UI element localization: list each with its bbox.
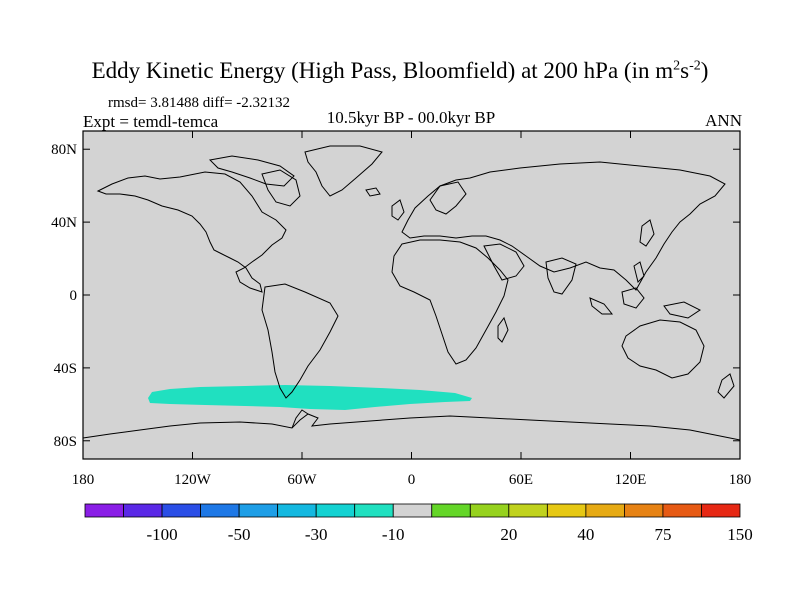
colorbar-swatch [161, 503, 201, 518]
colorbar-swatch [585, 503, 625, 518]
coast-baffin [261, 169, 301, 207]
lat-label: 80N [51, 142, 77, 158]
colorbar-swatch [200, 503, 240, 518]
coast-uk [391, 199, 405, 221]
coast-north-america [96, 171, 287, 293]
colorbar-swatch [701, 503, 741, 518]
lon-label: 60W [287, 472, 317, 488]
coast-sumatra [589, 297, 614, 315]
coast-africa [391, 239, 509, 365]
coast-arabia [483, 243, 525, 281]
lat-label: 80S [54, 434, 77, 450]
longitude-axis: 180 120W 60W 0 60E 120E 180 [72, 131, 752, 488]
coast-eurasia [401, 161, 726, 291]
colorbar-swatch [431, 503, 471, 518]
colorbar-label: 150 [727, 525, 753, 544]
coastlines [82, 145, 741, 441]
colorbar-label: -10 [382, 525, 405, 544]
colorbar-swatch [546, 503, 587, 518]
colorbar-swatch [277, 503, 317, 518]
lon-label: 60E [509, 472, 533, 488]
colorbar-swatch [624, 503, 664, 518]
colorbar: -100 -50 -30 -10 20 40 75 150 [84, 503, 753, 544]
colorbar-label: 40 [577, 525, 594, 544]
coast-new-zealand [717, 373, 735, 399]
anomaly-region [148, 385, 472, 410]
lon-label: 180 [72, 472, 95, 488]
stats-text: rmsd= 3.81488 diff= -2.32132 [108, 95, 291, 111]
coast-arctic-islands [208, 155, 295, 187]
lat-label: 40N [51, 215, 77, 231]
colorbar-label: 75 [654, 525, 671, 544]
latitude-axis: 80N 40N 0 40S 80S [51, 142, 740, 450]
coast-antarctica [82, 413, 741, 441]
colorbar-swatch [392, 503, 433, 518]
coast-greenland [304, 145, 383, 197]
coast-philippines [633, 261, 645, 283]
coast-new-guinea [663, 301, 701, 319]
coast-madagascar [497, 316, 509, 343]
colorbar-label: -50 [228, 525, 251, 544]
coast-iceland [365, 187, 381, 197]
lat-label: 0 [70, 288, 78, 304]
coast-scandinavia [429, 181, 467, 215]
lon-label: 0 [408, 472, 416, 488]
colorbar-swatch [315, 503, 356, 518]
colorbar-swatch [123, 503, 163, 518]
lon-label: 120E [615, 472, 647, 488]
lon-label: 180 [729, 472, 752, 488]
colorbar-label: -30 [305, 525, 328, 544]
coast-antarctic-peninsula [291, 409, 309, 429]
chart-title: Eddy Kinetic Energy (High Pass, Bloomfie… [91, 58, 709, 83]
colorbar-swatch [662, 503, 702, 518]
period-label: 10.5kyr BP - 00.0kyr BP [326, 108, 496, 127]
lon-label: 120W [174, 472, 212, 488]
coast-borneo [621, 287, 645, 309]
lat-label: 40S [54, 361, 77, 377]
experiment-label: Expt = temdl-temca [83, 112, 219, 131]
colorbar-swatch [469, 503, 510, 518]
coast-india [545, 257, 577, 295]
colorbar-swatch [354, 503, 394, 518]
colorbar-label: -100 [146, 525, 177, 544]
coast-japan [639, 219, 655, 247]
coast-south-america [261, 283, 339, 399]
colorbar-label: 20 [500, 525, 517, 544]
colorbar-swatch [84, 503, 124, 518]
season-label: ANN [705, 111, 742, 130]
colorbar-swatch [238, 503, 279, 518]
coast-australia [621, 319, 705, 379]
colorbar-swatch [508, 503, 548, 518]
